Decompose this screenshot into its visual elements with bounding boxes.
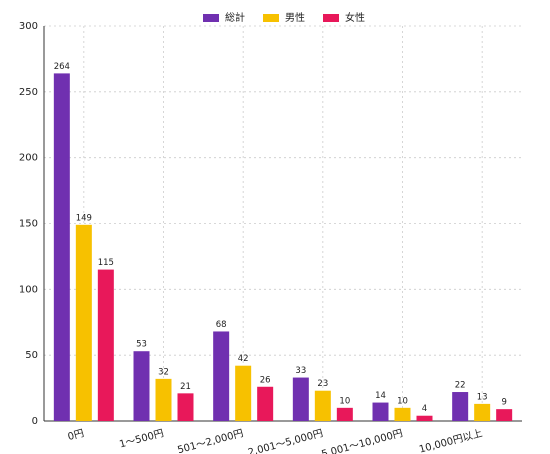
value-label: 33 — [295, 366, 306, 376]
bar — [257, 386, 274, 421]
value-label: 22 — [455, 381, 466, 391]
y-tick-label: 300 — [19, 21, 38, 32]
value-label: 42 — [238, 354, 249, 364]
x-tick-label: 5,001～10,000円 — [320, 428, 404, 454]
bar — [155, 378, 172, 421]
y-tick-label: 50 — [25, 350, 38, 361]
bar — [177, 393, 194, 421]
value-label: 4 — [422, 404, 427, 414]
y-tick-label: 250 — [19, 87, 38, 98]
value-label: 32 — [158, 367, 169, 377]
value-label: 23 — [317, 379, 328, 389]
bar — [97, 269, 114, 421]
value-label: 10 — [397, 396, 408, 406]
value-label: 13 — [477, 392, 488, 402]
bar — [416, 415, 433, 421]
x-tick-label: 2,001～5,000円 — [247, 428, 324, 454]
y-tick-label: 150 — [19, 219, 38, 230]
y-tick-label: 0 — [32, 416, 38, 427]
bar — [75, 224, 92, 421]
x-tick-label: 10,000円以上 — [418, 427, 484, 454]
bar — [235, 365, 252, 421]
bar — [474, 403, 491, 421]
legend-label: 女性 — [345, 11, 365, 24]
bar — [496, 409, 513, 421]
bar — [314, 390, 331, 421]
bar — [53, 73, 70, 422]
legend-label: 男性 — [285, 11, 305, 24]
value-label: 149 — [76, 213, 92, 223]
legend-swatch — [323, 14, 339, 22]
value-label: 68 — [216, 320, 227, 330]
bar — [452, 392, 469, 421]
bar — [213, 331, 230, 421]
value-label: 53 — [136, 340, 147, 350]
value-label: 115 — [98, 258, 114, 268]
value-label: 10 — [339, 396, 350, 406]
x-tick-label: 0円 — [67, 428, 86, 443]
legend-label: 総計 — [225, 11, 245, 24]
value-label: 9 — [501, 398, 506, 408]
x-tick-label: 501～2,000円 — [176, 428, 244, 454]
x-tick-label: 1～500円 — [118, 428, 165, 450]
legend-swatch — [203, 14, 219, 22]
bar — [292, 377, 309, 421]
value-label: 264 — [54, 62, 70, 72]
y-tick-label: 200 — [19, 153, 38, 164]
bar — [372, 402, 389, 421]
y-tick-label: 100 — [19, 284, 38, 295]
bar — [336, 407, 353, 421]
legend-swatch — [263, 14, 279, 22]
bar — [394, 407, 411, 421]
value-label: 14 — [375, 391, 386, 401]
value-label: 26 — [260, 375, 271, 385]
bar — [133, 351, 150, 421]
value-label: 21 — [180, 382, 191, 392]
